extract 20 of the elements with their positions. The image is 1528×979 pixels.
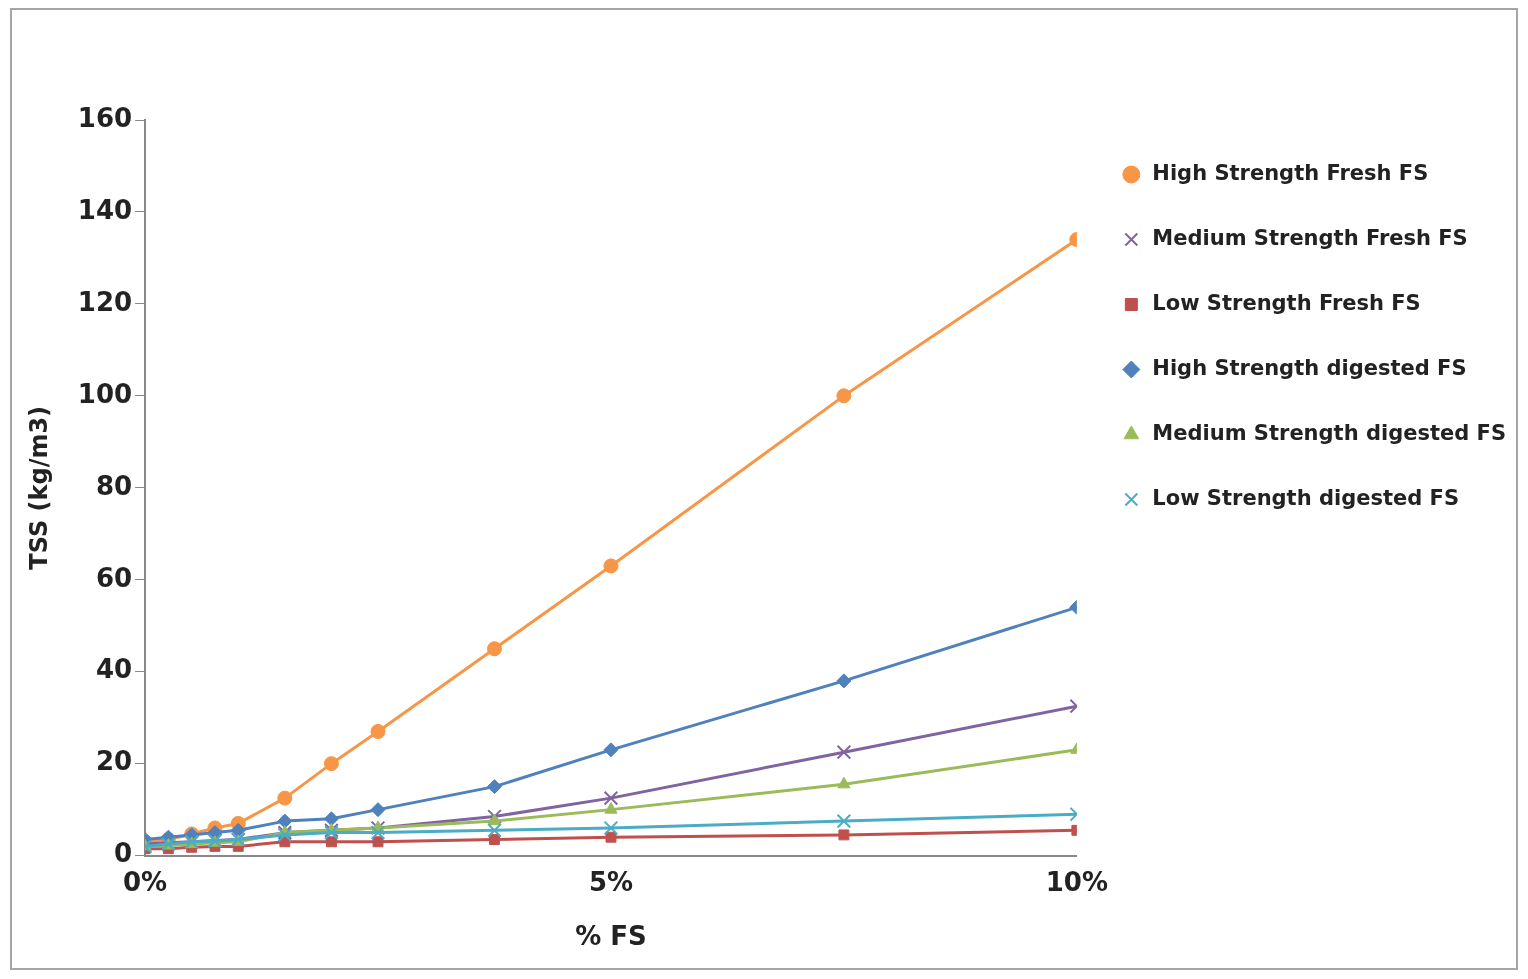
- x-axis-title: % FS: [575, 921, 647, 952]
- x-tick-label: 5%: [588, 866, 634, 897]
- legend-label: High Strength Fresh FS: [1152, 160, 1429, 185]
- y-tick-label: 80: [95, 470, 133, 501]
- legend-label: Low Strength digested FS: [1152, 485, 1460, 510]
- y-tick-label: 0: [113, 838, 133, 869]
- y-tick-label: 40: [95, 654, 133, 685]
- legend-label: Medium Strength Fresh FS: [1152, 225, 1468, 250]
- y-axis-title: TSS (kg/m3): [24, 405, 53, 570]
- y-tick-label: 20: [95, 746, 133, 777]
- y-tick-label: 120: [77, 286, 133, 317]
- y-tick-label: 140: [77, 194, 133, 225]
- x-tick-label: 0%: [122, 866, 168, 897]
- y-tick-label: 160: [77, 102, 133, 133]
- legend-label: High Strength digested FS: [1152, 355, 1467, 380]
- y-tick-label: 100: [77, 378, 133, 409]
- y-tick-label: 60: [95, 562, 133, 593]
- x-tick-label: 10%: [1045, 866, 1108, 897]
- legend-label: Low Strength Fresh FS: [1152, 290, 1421, 315]
- legend-label: Medium Strength digested FS: [1152, 420, 1507, 445]
